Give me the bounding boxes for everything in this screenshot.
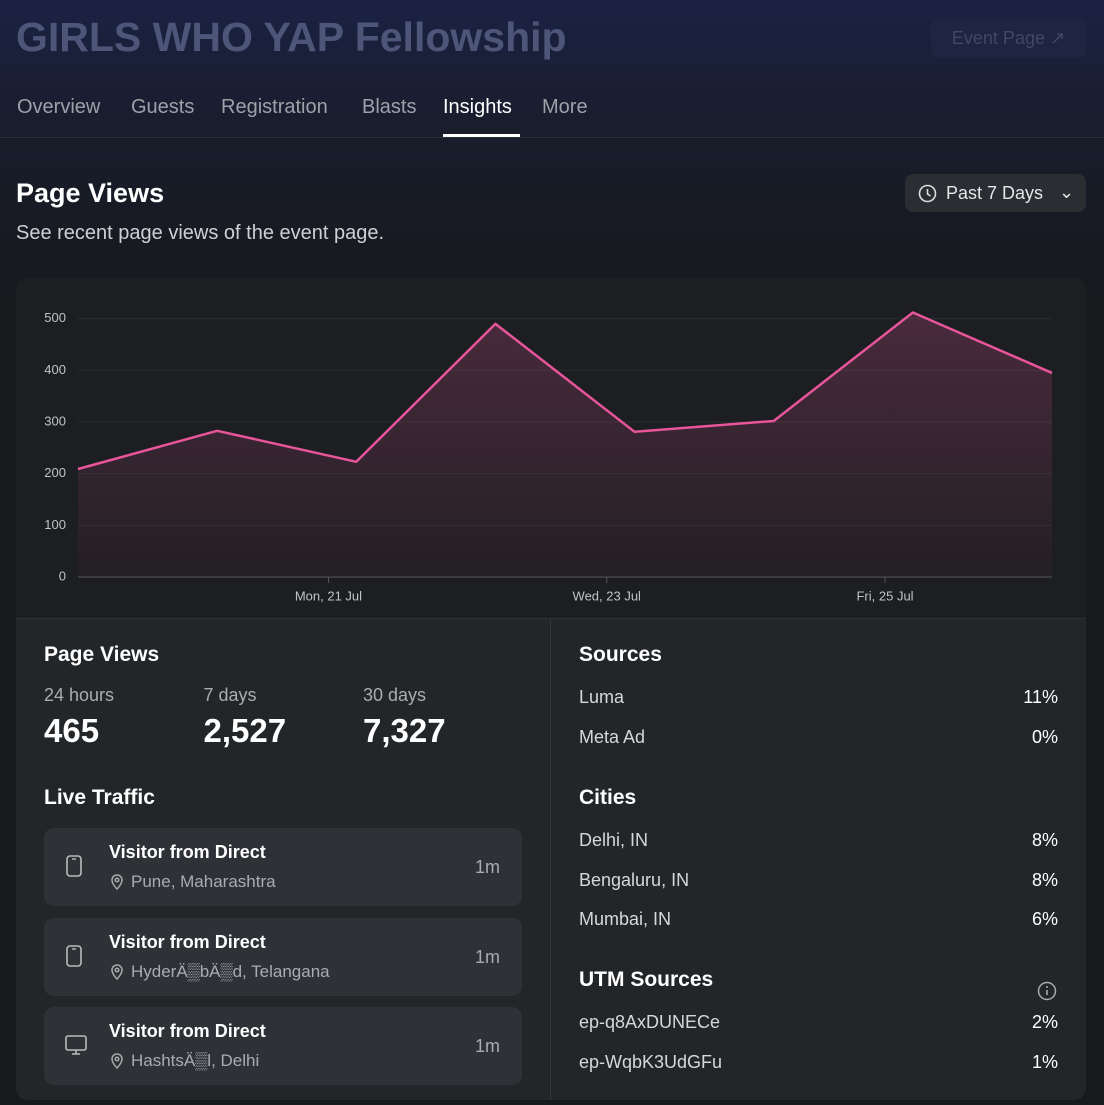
visitor-title: Visitor from Direct	[109, 1021, 266, 1041]
device-icon	[64, 944, 84, 973]
live-traffic-title: Live Traffic	[44, 786, 155, 809]
tab-underline	[443, 134, 520, 137]
visitor-title: Visitor from Direct	[109, 842, 266, 862]
traffic-item[interactable]: Visitor from Direct HashtsÄ▒l, Delhi 1m	[44, 1007, 522, 1085]
row-label: Luma	[579, 687, 625, 707]
device-icon	[64, 854, 84, 883]
tab[interactable]: Blasts	[362, 96, 417, 118]
stat-label: 24 hours	[44, 685, 115, 705]
list-title: UTM Sources	[579, 968, 714, 991]
y-tick-label: 300	[44, 413, 66, 428]
row-label: Bengaluru, IN	[579, 869, 690, 890]
visit-time: 1m	[474, 857, 500, 877]
visitor-location: HashtsÄ▒l, Delhi	[131, 1051, 260, 1070]
stat-label: 7 days	[203, 685, 257, 705]
row-value: 6%	[1031, 909, 1058, 929]
x-tick-label: Fri, 25 Jul	[856, 588, 913, 603]
row-label: Meta Ad	[579, 726, 646, 747]
y-tick-label: 400	[44, 362, 66, 377]
list-title: Sources	[579, 643, 662, 666]
x-tick-label: Wed, 23 Jul	[573, 588, 642, 603]
y-tick-label: 500	[44, 310, 66, 325]
y-tick-label: 100	[44, 517, 66, 532]
range-button[interactable]: Past 7 Days ⌄	[905, 174, 1086, 212]
stats-panel: Page Views 24 hours 465 7 days 2,527 30 days 7…	[16, 618, 1086, 1100]
row-label: Delhi, IN	[579, 830, 649, 850]
device-icon	[64, 1033, 88, 1062]
tab-active[interactable]: Insights	[443, 96, 512, 118]
list-title: Cities	[579, 786, 637, 809]
tab[interactable]: Guests	[131, 96, 195, 118]
chart: 0 100 200 300 400 500 Mon, 21 Jul Wed, 23 Jul Fr…	[44, 310, 1053, 603]
clock-icon	[918, 184, 937, 203]
range-label: Past 7 Days	[946, 183, 1044, 203]
panel-divider	[550, 619, 551, 1100]
row-label: ep-q8AxDUNECe	[579, 1012, 721, 1032]
tab[interactable]: Overview	[17, 96, 101, 118]
tab[interactable]: More	[542, 96, 588, 118]
row-value: 8%	[1031, 869, 1058, 890]
section-title: Page Views	[16, 178, 165, 208]
pin-icon	[108, 963, 126, 986]
traffic-item[interactable]: Visitor from Direct HyderÄ▒bÄ▒d, Telangan…	[44, 917, 522, 996]
insights-card: 0 100 200 300 400 500 Mon, 21 Jul Wed, 23 Jul Fr…	[16, 278, 1086, 1100]
row-value: 1%	[1031, 1051, 1058, 1072]
pin-icon	[108, 873, 126, 896]
pin-icon	[108, 1052, 126, 1075]
row-value: 11%	[1023, 687, 1058, 707]
area	[78, 312, 1052, 577]
stat-value: 2,527	[203, 712, 287, 749]
line	[77, 311, 1053, 471]
visitor-title: Visitor from Direct	[109, 931, 266, 952]
traffic-item[interactable]: Visitor from Direct Pune, Maharashtra 1m	[44, 828, 522, 906]
stats-title: Page Views	[44, 643, 160, 666]
stat-value: 7,327	[363, 712, 446, 749]
row-value: 8%	[1031, 830, 1058, 850]
event-title: GIRLS WHO YAP Fellowship	[16, 14, 567, 60]
row-label: Mumbai, IN	[579, 909, 672, 929]
visit-time: 1m	[474, 1036, 500, 1056]
event-page-button[interactable]: Event Page ↗	[931, 18, 1086, 58]
row-value: 2%	[1031, 1012, 1058, 1032]
stat-value: 465	[44, 712, 100, 749]
y-tick-label: 200	[44, 465, 66, 480]
button-label: Event Page	[951, 28, 1045, 48]
row-label: ep-WqbK3UdGFu	[579, 1051, 723, 1072]
visitor-location: Pune, Maharashtra	[131, 872, 276, 891]
y-tick-label: 0	[59, 568, 66, 583]
chevron: ⌄	[1059, 182, 1075, 202]
divider	[0, 137, 1104, 138]
row-value: 0%	[1031, 726, 1058, 747]
visitor-location: HyderÄ▒bÄ▒d, Telangana	[131, 961, 330, 981]
tab[interactable]: Registration	[221, 96, 328, 118]
x-tick-label: Mon, 21 Jul	[295, 588, 362, 603]
info-icon[interactable]	[1037, 981, 1057, 1006]
section-subtitle: See recent page views of the event page.	[16, 222, 385, 244]
stat-label: 30 days	[363, 685, 427, 705]
visit-time: 1m	[474, 946, 500, 967]
